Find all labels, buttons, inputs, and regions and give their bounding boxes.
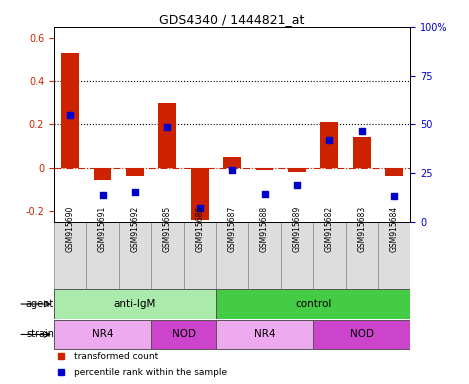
Text: control: control [295, 299, 332, 309]
Bar [86, 222, 119, 289]
Point [131, 189, 139, 195]
Point [261, 190, 268, 197]
Bar [313, 320, 410, 349]
Text: GSM915690: GSM915690 [66, 205, 75, 252]
Point [228, 167, 236, 173]
Bar [54, 320, 151, 349]
Bar [216, 222, 249, 289]
Text: GSM915683: GSM915683 [357, 206, 366, 252]
Point [358, 128, 365, 134]
Text: transformed count: transformed count [74, 352, 158, 361]
Text: agent: agent [26, 299, 54, 309]
Bar [346, 222, 378, 289]
Text: GSM915686: GSM915686 [195, 206, 204, 252]
Text: GSM915689: GSM915689 [293, 206, 302, 252]
Bar [151, 222, 183, 289]
Text: percentile rank within the sample: percentile rank within the sample [74, 368, 227, 377]
Point [390, 194, 398, 200]
Text: GSM915682: GSM915682 [325, 206, 334, 252]
Bar [256, 168, 273, 170]
Bar [191, 168, 209, 220]
Bar [249, 222, 281, 289]
Point [99, 192, 106, 199]
Point [196, 205, 204, 211]
Bar [216, 290, 410, 319]
Bar [353, 137, 371, 168]
Bar [54, 290, 216, 319]
Text: strain: strain [26, 329, 54, 339]
Bar [61, 53, 79, 168]
Bar [216, 320, 313, 349]
Text: GSM915684: GSM915684 [390, 206, 399, 252]
Text: NOD: NOD [172, 329, 196, 339]
Bar [54, 222, 86, 289]
Bar [378, 222, 410, 289]
Point [293, 182, 301, 188]
Text: GSM915687: GSM915687 [227, 206, 237, 252]
Bar [223, 157, 241, 168]
Bar [313, 222, 346, 289]
Point [164, 124, 171, 130]
Bar [385, 168, 403, 176]
Text: NR4: NR4 [92, 329, 113, 339]
Text: GSM915691: GSM915691 [98, 206, 107, 252]
Point [67, 111, 74, 118]
Text: NOD: NOD [350, 329, 374, 339]
Text: NR4: NR4 [254, 329, 275, 339]
Bar [119, 222, 151, 289]
Text: GSM915688: GSM915688 [260, 206, 269, 252]
Bar [159, 103, 176, 168]
Text: GSM915692: GSM915692 [130, 206, 139, 252]
Bar [183, 222, 216, 289]
Text: GSM915685: GSM915685 [163, 206, 172, 252]
Text: anti-IgM: anti-IgM [114, 299, 156, 309]
Title: GDS4340 / 1444821_at: GDS4340 / 1444821_at [159, 13, 305, 26]
Bar [288, 168, 306, 172]
Bar [94, 168, 112, 180]
Bar [281, 222, 313, 289]
Point [325, 137, 333, 143]
Bar [151, 320, 216, 349]
Bar [320, 122, 338, 168]
Bar [126, 168, 144, 176]
